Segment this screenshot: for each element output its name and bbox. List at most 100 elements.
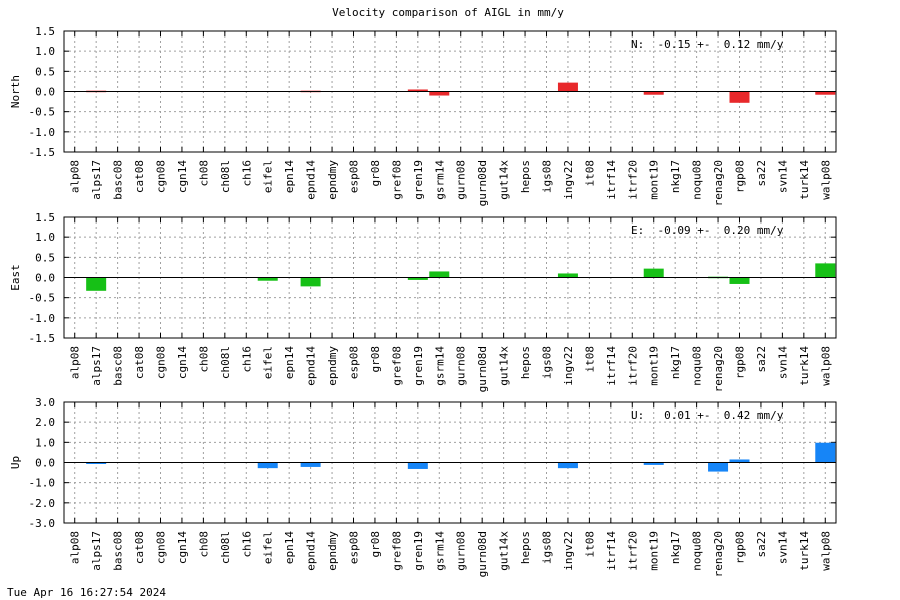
- plot-frame: [63, 30, 837, 153]
- x-tick-label: sa22: [755, 346, 768, 373]
- x-tick-label: ch16: [240, 160, 253, 187]
- x-tick-label: mont19: [648, 346, 661, 386]
- x-tick-label: cat08: [133, 160, 146, 193]
- x-tick-label: cat08: [133, 346, 146, 379]
- x-tick-label: basc08: [112, 160, 125, 200]
- x-tick-label: alps17: [90, 531, 103, 571]
- bar-walp08: [815, 263, 836, 278]
- x-tick-label: svn14: [776, 346, 789, 379]
- bar-eifel: [257, 277, 278, 281]
- bar-walp08: [815, 442, 836, 463]
- y-axis-label: East: [9, 264, 22, 291]
- x-tick-label: rgp08: [734, 160, 747, 193]
- bar-walp08: [815, 91, 836, 95]
- x-tick-label: hepos: [519, 160, 532, 193]
- y-tick-label: 1.0: [35, 45, 55, 58]
- y-tick-label: 1.0: [35, 231, 55, 244]
- x-tick-label: ingv22: [562, 160, 575, 200]
- bar-renag20: [708, 462, 729, 472]
- x-tick-label: nkg17: [669, 531, 682, 564]
- x-tick-label: epndmy: [326, 160, 339, 200]
- x-tick-label: svn14: [776, 160, 789, 193]
- x-tick-label: gut14x: [498, 160, 511, 200]
- panel-annotation: N: -0.15 +- 0.12 mm/y: [631, 38, 784, 51]
- x-tick-label: gr08: [369, 531, 382, 558]
- y-tick-label: -0.5: [29, 292, 56, 305]
- x-tick-label: eifel: [262, 160, 275, 193]
- x-tick-label: epndmy: [326, 531, 339, 571]
- x-tick-label: ch08l: [219, 531, 232, 564]
- x-tick-label: itrf14: [605, 346, 618, 386]
- panel-east: 1.5 1.0 0.5 0.0 -0.5 -1.0 -1.5 East E: -0.09 +- …: [9, 211, 837, 392]
- x-tick-label: gr08: [369, 160, 382, 187]
- x-tick-label: turk14: [798, 160, 811, 200]
- x-tick-label: alp08: [69, 346, 82, 379]
- x-tick-label: rgp08: [734, 346, 747, 379]
- x-tick-label: itrf20: [626, 160, 639, 200]
- x-tick-label: cgn14: [176, 531, 189, 564]
- bar-mont19: [643, 268, 664, 278]
- y-tick-label: 0.5: [35, 251, 55, 264]
- x-tick-label: gurn08: [455, 160, 468, 200]
- x-tick-label: svn14: [776, 531, 789, 564]
- y-tick-label: -1.5: [29, 332, 56, 345]
- bar-eifel: [257, 462, 278, 469]
- bar-gren19: [407, 277, 428, 280]
- x-tick-label: epn14: [283, 531, 296, 564]
- x-tick-label: itrf14: [605, 531, 618, 571]
- x-tick-label: gut14x: [498, 346, 511, 386]
- x-tick-label: gref08: [390, 346, 403, 386]
- panel-north: 1.5 1.0 0.5 0.0 -0.5 -1.0 -1.5 North N: -0.15 +-…: [9, 25, 837, 206]
- x-tick-label: nkg17: [669, 160, 682, 193]
- x-tick-label: basc08: [112, 346, 125, 386]
- panel-up: 3.0 2.0 1.0 0.0 -1.0 -2.0 -3.0 Up U: 0.01 +- 0.4…: [9, 396, 837, 577]
- bar-alps17: [86, 277, 107, 291]
- y-tick-label: -3.0: [29, 517, 56, 530]
- x-tick-label: turk14: [798, 346, 811, 386]
- x-tick-label: gurn08d: [476, 531, 489, 577]
- y-tick-label: 1.5: [35, 25, 55, 38]
- x-tick-label: gurn08d: [476, 346, 489, 392]
- x-tick-label: gr08: [369, 346, 382, 373]
- bar-rgp08: [729, 91, 750, 103]
- y-tick-label: 2.0: [35, 416, 55, 429]
- x-tick-label: cat08: [133, 531, 146, 564]
- y-tick-label: 1.0: [35, 436, 55, 449]
- x-tick-label: walp08: [819, 346, 832, 386]
- y-axis-label: Up: [9, 456, 22, 469]
- x-tick-label: cgn14: [176, 160, 189, 193]
- x-tick-label: alp08: [69, 531, 82, 564]
- bar-rgp08: [729, 459, 750, 463]
- bar-ingv22: [557, 273, 578, 278]
- x-tick-label: renag20: [712, 346, 725, 392]
- x-tick-label: noqu08: [691, 160, 704, 200]
- y-axis-label: North: [9, 75, 22, 108]
- panel-annotation: U: 0.01 +- 0.42 mm/y: [631, 409, 784, 422]
- bar-gsrm14: [429, 271, 450, 278]
- x-tick-label: esp08: [348, 531, 361, 564]
- plot-frame: [63, 401, 837, 524]
- x-tick-label: epnd14: [305, 160, 318, 200]
- bar-gsrm14: [429, 91, 450, 96]
- x-tick-label: ch08: [197, 531, 210, 558]
- bar-epnd14: [300, 277, 321, 287]
- x-tick-label: cgn14: [176, 346, 189, 379]
- bar-gren19: [407, 89, 428, 92]
- x-tick-label: gsrm14: [433, 160, 446, 200]
- x-tick-label: ch16: [240, 531, 253, 558]
- y-tick-label: -0.5: [29, 106, 56, 119]
- x-tick-label: nkg17: [669, 346, 682, 379]
- x-tick-label: walp08: [819, 531, 832, 571]
- x-tick-label: esp08: [348, 160, 361, 193]
- bar-mont19: [643, 462, 664, 465]
- x-tick-label: gren19: [412, 346, 425, 386]
- y-tick-label: 0.0: [35, 272, 55, 285]
- x-tick-label: noqu08: [691, 531, 704, 571]
- y-tick-label: 0.0: [35, 86, 55, 99]
- x-tick-label: epn14: [283, 346, 296, 379]
- y-tick-label: 0.5: [35, 65, 55, 78]
- x-tick-label: gren19: [412, 160, 425, 200]
- x-tick-label: itrf20: [626, 531, 639, 571]
- x-tick-label: turk14: [798, 531, 811, 571]
